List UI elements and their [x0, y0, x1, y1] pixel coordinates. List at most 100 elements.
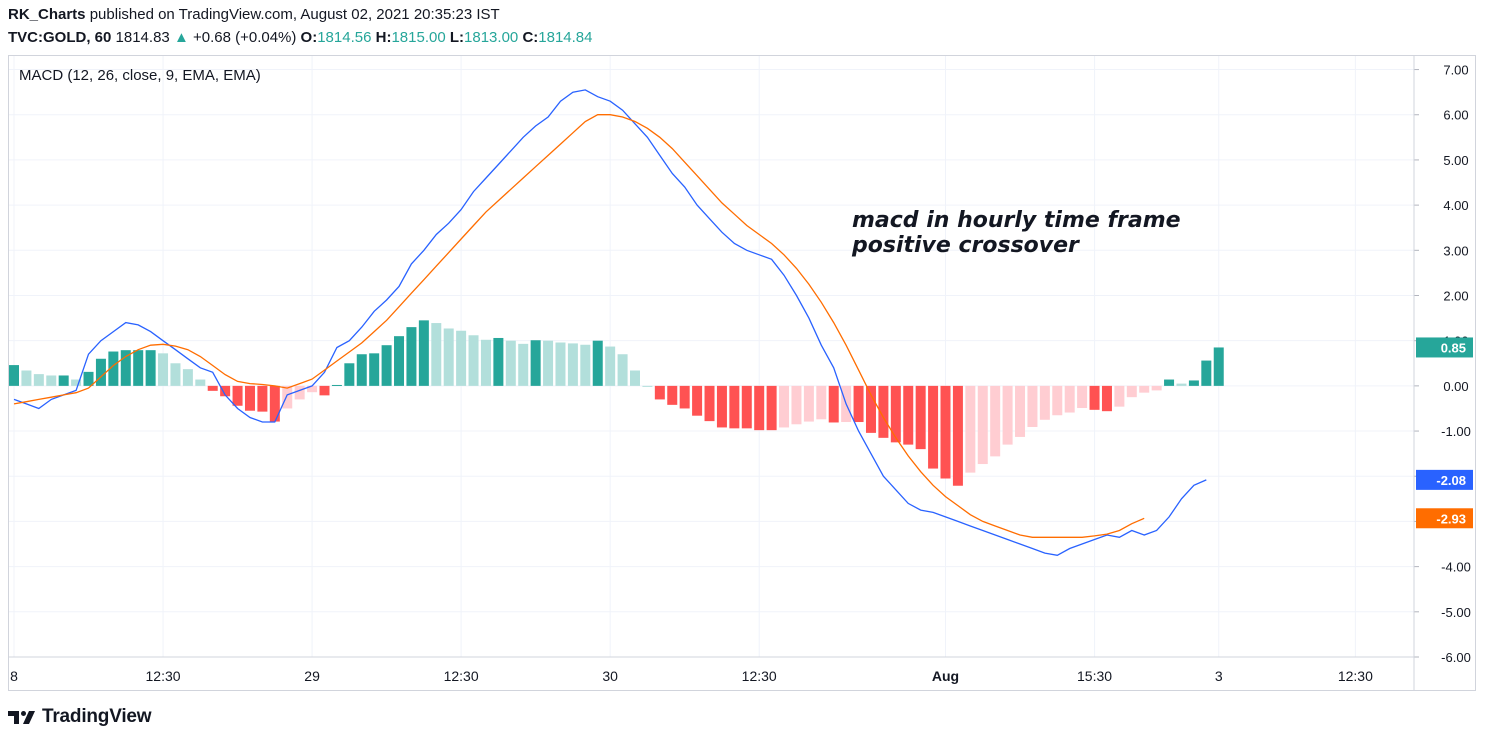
histogram-bar [108, 351, 119, 386]
histogram-bar [667, 385, 678, 405]
histogram-bar [1213, 347, 1224, 386]
publication-line: RK_Charts published on TradingView.com, … [8, 6, 500, 23]
histogram-bar [83, 371, 94, 386]
histogram-bar [33, 374, 44, 386]
histogram-bar [692, 385, 703, 416]
histogram-bar [1002, 385, 1013, 445]
histogram-bar [133, 350, 144, 386]
histogram-bar [456, 330, 467, 386]
histogram-bar [1101, 385, 1112, 412]
histogram-bar [754, 385, 765, 431]
close-label: C: [522, 29, 539, 46]
histogram-bar [990, 385, 1001, 457]
signal-line [13, 114, 1145, 538]
histogram-bar [493, 337, 504, 386]
histogram-bar [9, 365, 19, 386]
histogram-bar [890, 385, 901, 443]
histogram-bar [182, 369, 193, 386]
histogram-bar [505, 340, 516, 386]
histogram-bar [71, 379, 82, 386]
histogram-bar [1114, 385, 1125, 407]
histogram-bar [244, 385, 255, 411]
y-tick-label: 4.00 [1443, 198, 1468, 213]
open-label: O: [300, 29, 318, 46]
histogram-bar [356, 354, 367, 386]
histogram-bar [518, 343, 529, 386]
y-tick-label: 3.00 [1443, 243, 1468, 258]
histogram-bar [195, 379, 206, 386]
histogram-bar [1015, 385, 1026, 437]
histogram-bar [1077, 385, 1088, 409]
last-value-label: 0.85 [1441, 340, 1466, 355]
last-value-badge [1416, 337, 1473, 358]
histogram-bar [766, 385, 777, 431]
histogram-bar [480, 339, 491, 386]
x-tick-label: Aug [932, 668, 959, 684]
histogram-bar [394, 336, 405, 386]
histogram-bar [282, 385, 293, 409]
histogram-bar [654, 385, 665, 400]
histogram-bar [406, 327, 417, 386]
tradingview-logo-icon [8, 711, 35, 724]
chart-frame [8, 55, 1476, 691]
histogram-bar [816, 385, 827, 420]
histogram-bar [828, 385, 839, 423]
histogram-bar [567, 343, 578, 386]
y-tick-label: 7.00 [1443, 63, 1468, 78]
histogram-bar [716, 385, 727, 428]
histogram-bar [903, 385, 914, 445]
y-tick-label: 6.00 [1443, 108, 1468, 123]
histogram-bar [443, 328, 454, 386]
histogram-bar [791, 385, 802, 425]
histogram-bar [95, 358, 106, 386]
x-tick-label: 12:30 [146, 668, 181, 684]
last-value-label: -2.08 [1436, 473, 1466, 488]
indicator-legend[interactable]: MACD (12, 26, close, 9, EMA, EMA) [19, 67, 261, 84]
histogram-bar [257, 385, 268, 412]
histogram-bar [468, 335, 479, 386]
histogram-bar [46, 375, 57, 386]
histogram-bar [1139, 385, 1150, 393]
macd-line [13, 89, 1207, 556]
y-tick-label: 0.00 [1443, 379, 1468, 394]
y-tick-label: 2.00 [1443, 288, 1468, 303]
histogram-bar [940, 385, 951, 479]
x-tick-label: 15:30 [1077, 668, 1112, 684]
histogram-bar [1176, 383, 1187, 386]
open-value: 1814.56 [317, 29, 372, 46]
histogram-bar [158, 353, 169, 386]
histogram-bar [381, 345, 392, 386]
x-tick-label: 12:30 [742, 668, 777, 684]
histogram-bar [1064, 385, 1075, 413]
histogram-bar [1039, 385, 1050, 420]
histogram-bar [1089, 385, 1100, 410]
x-tick-label: 12:30 [444, 668, 479, 684]
histogram-bar [617, 354, 628, 386]
histogram-bar [1052, 385, 1063, 416]
histogram-bar [418, 320, 429, 386]
histogram-bar [779, 385, 790, 428]
last-value-badge [1416, 469, 1473, 490]
histogram-bar [369, 353, 380, 386]
y-tick-label: 5.00 [1443, 153, 1468, 168]
publisher-name[interactable]: RK_Charts [8, 6, 86, 23]
last-value-badge [1416, 508, 1473, 529]
x-tick-label: 29 [304, 668, 320, 684]
histogram-bar [1164, 379, 1175, 386]
histogram-bar [853, 385, 864, 423]
x-tick-label: 30 [602, 668, 618, 684]
chart-annotation: macd in hourly time frame positive cross… [852, 208, 1181, 258]
histogram-bar [58, 375, 69, 386]
x-tick-label: 8 [10, 668, 18, 684]
tradingview-logo[interactable]: TradingView [8, 706, 152, 728]
symbol-label: TVC:GOLD, 60 [8, 29, 112, 46]
low-label: L: [449, 29, 465, 46]
histogram-bar [207, 385, 218, 391]
histogram-bar [170, 363, 181, 386]
published-text: published on TradingView.com, August 02,… [89, 6, 500, 23]
histogram-bar [642, 385, 653, 387]
histogram-bar [269, 385, 280, 422]
histogram-bar [145, 350, 156, 386]
histogram-bar [344, 363, 355, 386]
